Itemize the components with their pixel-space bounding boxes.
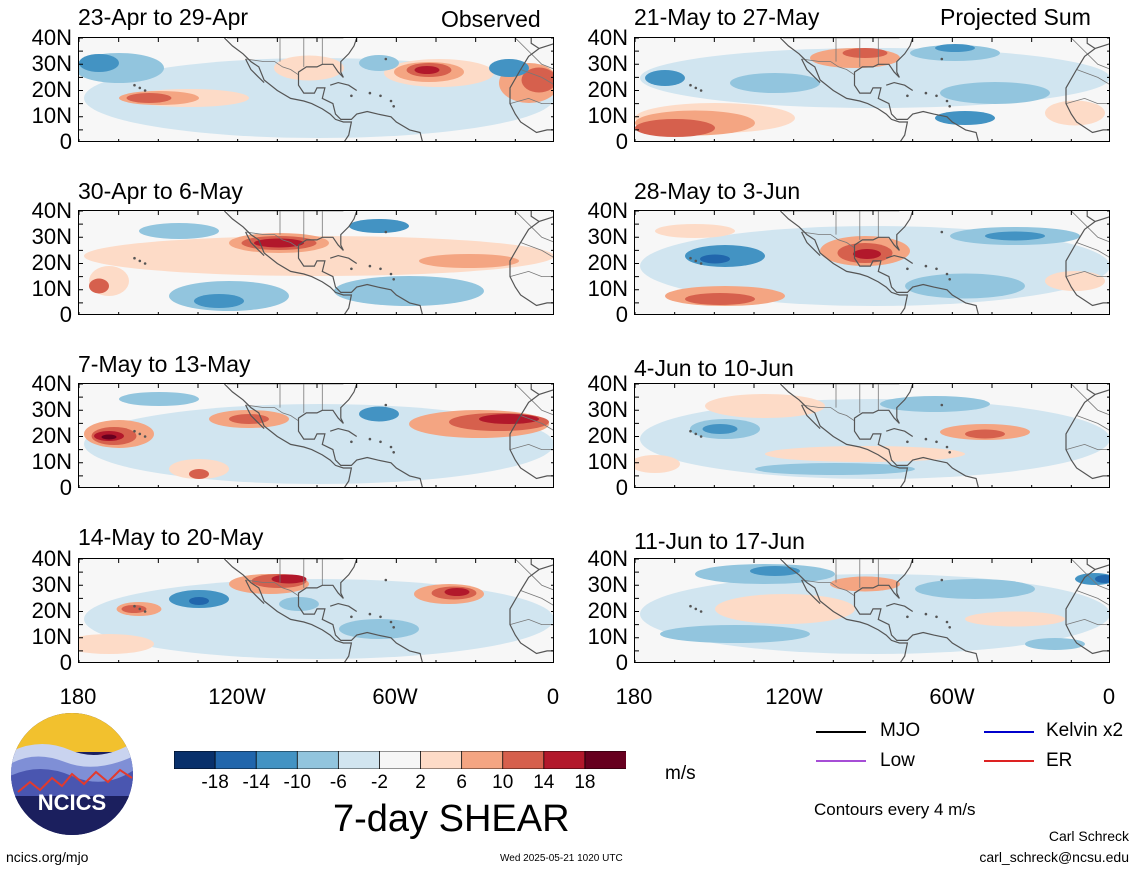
- colorbar: [173, 750, 627, 770]
- lat-label: 40N: [587, 546, 628, 571]
- lat-label: 30N: [31, 397, 72, 422]
- lat-label: 20N: [31, 423, 72, 448]
- author-email[interactable]: carl_schreck@ncsu.edu: [979, 849, 1129, 865]
- projected-label: Projected Sum: [940, 4, 1091, 30]
- lat-label: 0: [615, 650, 628, 675]
- lat-label: 20N: [31, 77, 72, 102]
- observed-label: Observed: [441, 6, 541, 32]
- lat-label: 10N: [31, 624, 72, 649]
- observed-panel-title: 30-Apr to 6-May: [78, 178, 243, 204]
- shear-map-projected-1: [634, 37, 1110, 142]
- legend-line-mjo: [816, 731, 866, 733]
- author-name: Carl Schreck: [1048, 828, 1129, 844]
- colorbar-tick-label: -6: [329, 772, 347, 793]
- shear-map-observed-2: [78, 210, 554, 315]
- shear-map-observed-4: [78, 558, 554, 663]
- lat-label: 40N: [31, 198, 72, 223]
- lon-label: 60W: [929, 684, 975, 709]
- shear-map-projected-3: [634, 383, 1110, 488]
- colorbar-tick-label: -18: [201, 772, 229, 793]
- lat-label: 10N: [31, 449, 72, 474]
- observed-panel-title: 23-Apr to 29-Apr: [78, 4, 249, 30]
- lat-label: 10N: [587, 276, 628, 301]
- lat-label: 20N: [587, 598, 628, 623]
- shear-map-projected-4: [634, 558, 1110, 663]
- lat-label: 40N: [587, 25, 628, 50]
- lon-label: 60W: [372, 684, 418, 709]
- lat-label: 0: [59, 129, 72, 154]
- lat-label: 30N: [587, 397, 628, 422]
- colorbar-tick-label: -2: [371, 772, 388, 793]
- lon-label: 0: [1102, 684, 1116, 709]
- lat-label: 40N: [587, 371, 628, 396]
- lat-label: 20N: [587, 77, 628, 102]
- lat-label: 40N: [31, 25, 72, 50]
- timestamp: Wed 2025-05-21 1020 UTC: [500, 853, 623, 864]
- colorbar-title: 7-day SHEAR: [333, 798, 570, 840]
- lat-label: 0: [615, 129, 628, 154]
- lon-label: 0: [546, 684, 560, 709]
- colorbar-tick-label: 10: [492, 772, 514, 793]
- lat-label: 10N: [587, 449, 628, 474]
- lat-label: 0: [615, 475, 628, 500]
- lat-label: 30N: [31, 51, 72, 76]
- ncics-logo: NCICS: [10, 712, 134, 836]
- lat-label: 40N: [587, 198, 628, 223]
- lat-label: 20N: [587, 250, 628, 275]
- lon-label: 120W: [765, 684, 823, 709]
- legend-label-mjo: MJO: [880, 720, 921, 741]
- lat-label: 30N: [31, 572, 72, 597]
- site-link[interactable]: ncics.org/mjo: [6, 849, 89, 865]
- shear-map-projected-2: [634, 210, 1110, 315]
- observed-panel-title: 7-May to 13-May: [78, 351, 251, 377]
- lat-label: 0: [615, 302, 628, 327]
- lat-label: 40N: [31, 546, 72, 571]
- lat-label: 30N: [587, 572, 628, 597]
- lat-label: 0: [59, 302, 72, 327]
- colorbar-tick-label: 14: [533, 772, 555, 793]
- lat-label: 40N: [31, 371, 72, 396]
- lat-label: 20N: [587, 423, 628, 448]
- colorbar-tick-label: 6: [456, 772, 467, 793]
- lon-label: 180: [59, 684, 97, 709]
- colorbar-tick-label: -14: [242, 772, 270, 793]
- lon-label: 120W: [208, 684, 266, 709]
- projected-panel-title: 21-May to 27-May: [634, 4, 820, 30]
- lat-label: 10N: [587, 624, 628, 649]
- lat-label: 10N: [31, 276, 72, 301]
- legend-line-kelvin: [984, 731, 1034, 733]
- lat-label: 0: [59, 475, 72, 500]
- lat-label: 10N: [587, 103, 628, 128]
- colorbar-tick-label: 2: [415, 772, 426, 793]
- lon-label: 180: [615, 684, 653, 709]
- lat-label: 20N: [31, 250, 72, 275]
- projected-panel-title: 28-May to 3-Jun: [634, 178, 801, 204]
- lat-label: 30N: [587, 224, 628, 249]
- contours-note: Contours every 4 m/s: [814, 800, 976, 819]
- legend-line-er: [984, 760, 1034, 762]
- projected-panel-title: 4-Jun to 10-Jun: [634, 355, 794, 381]
- legend-label-er: ER: [1046, 750, 1073, 771]
- legend-label-low: Low: [880, 750, 915, 771]
- shear-map-observed-3: [78, 383, 554, 488]
- lat-label: 0: [59, 650, 72, 675]
- legend-label-kelvin: Kelvin x2: [1046, 720, 1124, 741]
- lat-label: 10N: [31, 103, 72, 128]
- lat-label: 30N: [31, 224, 72, 249]
- logo-text: NCICS: [38, 790, 106, 815]
- lat-label: 20N: [31, 598, 72, 623]
- shear-map-observed-1: [78, 37, 554, 142]
- colorbar-tick-label: -10: [283, 772, 311, 793]
- observed-panel-title: 14-May to 20-May: [78, 524, 264, 550]
- colorbar-tick-label: 18: [574, 772, 596, 793]
- colorbar-units: m/s: [665, 763, 696, 784]
- lat-label: 30N: [587, 51, 628, 76]
- legend-line-low: [816, 760, 866, 762]
- projected-panel-title: 11-Jun to 17-Jun: [634, 528, 805, 554]
